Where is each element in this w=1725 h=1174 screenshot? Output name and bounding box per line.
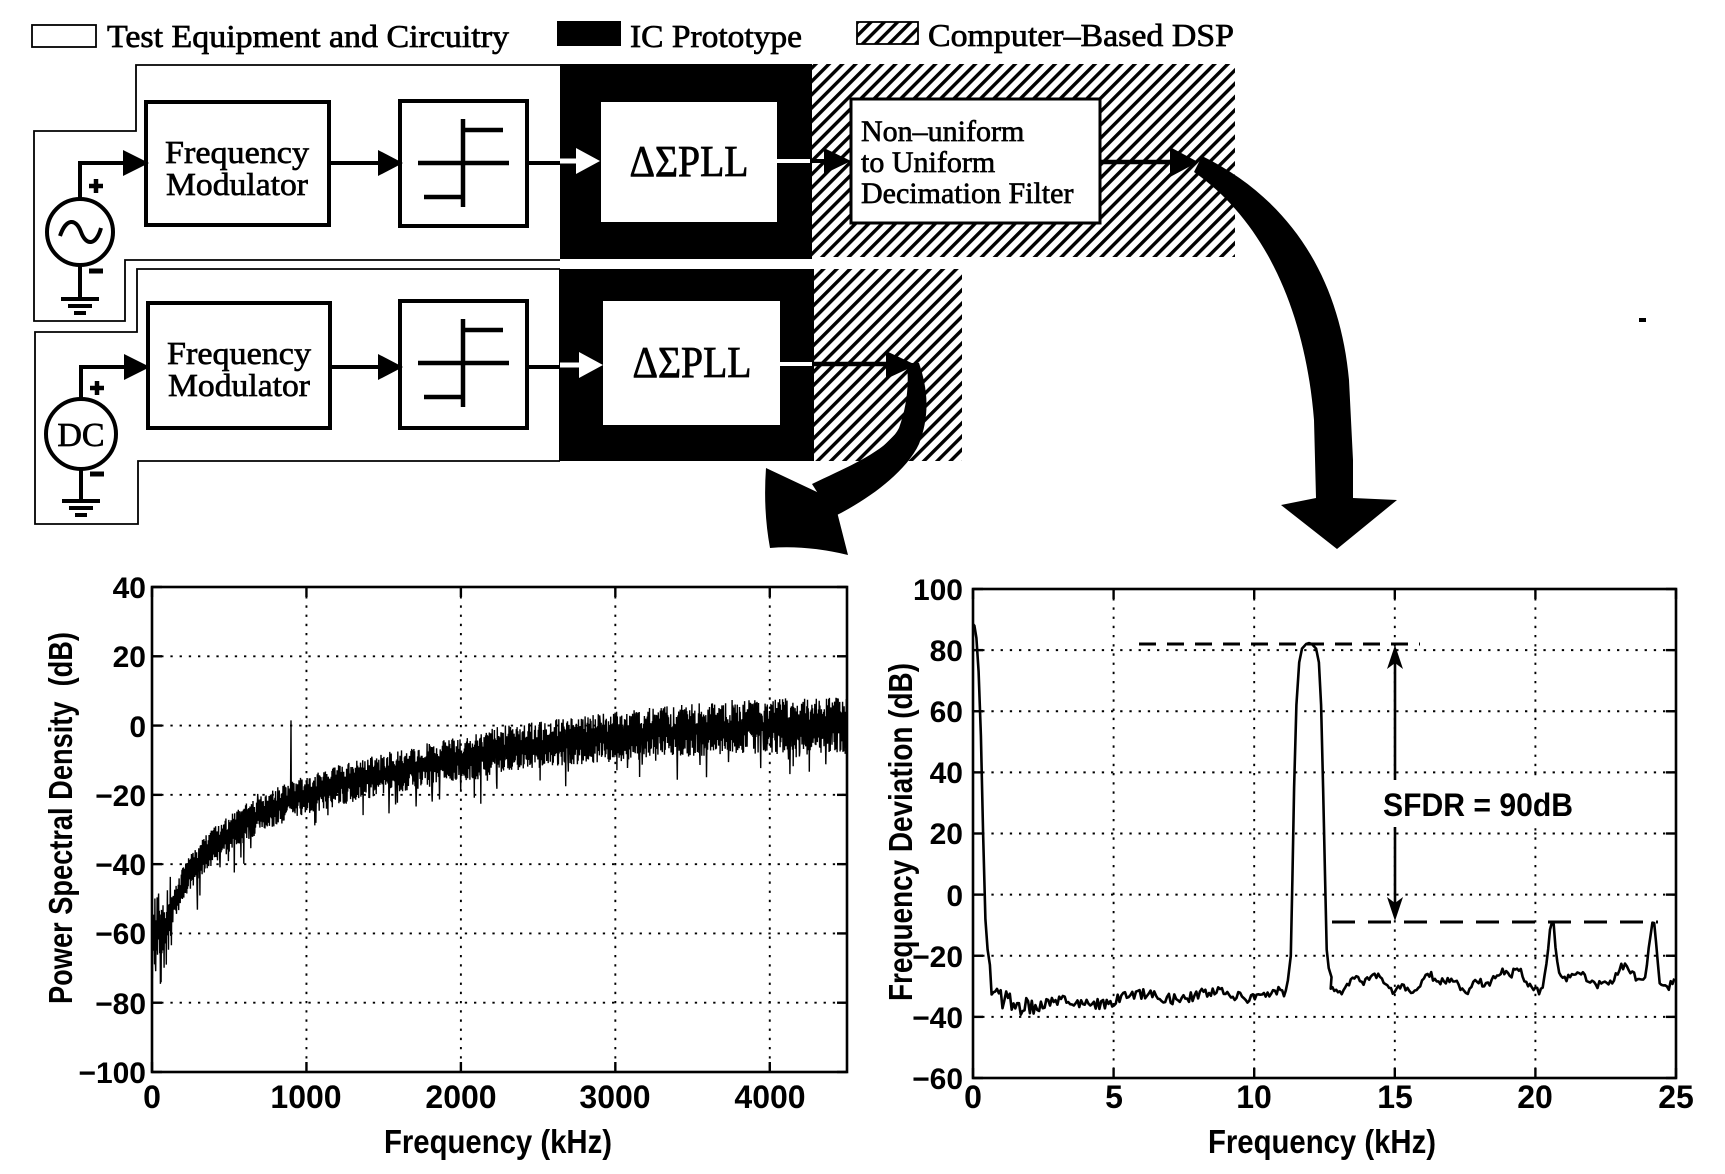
svg-text:DC: DC xyxy=(57,417,104,454)
svg-text:40: 40 xyxy=(113,572,146,605)
svg-text:−20: −20 xyxy=(912,941,963,974)
svg-text:100: 100 xyxy=(913,574,963,607)
svg-text:Modulator: Modulator xyxy=(168,367,310,403)
svg-text:Frequency: Frequency xyxy=(165,134,309,170)
svg-text:−40: −40 xyxy=(912,1002,963,1035)
svg-text:Frequency Deviation (dB): Frequency Deviation (dB) xyxy=(882,663,919,1001)
svg-text:Power Spectral Density (dB): Power Spectral Density (dB) xyxy=(42,632,79,1004)
svg-text:ΔΣPLL: ΔΣPLL xyxy=(633,338,752,387)
svg-text:0: 0 xyxy=(964,1079,982,1115)
svg-text:2000: 2000 xyxy=(425,1079,496,1115)
svg-text:−60: −60 xyxy=(912,1063,963,1096)
svg-text:IC Prototype: IC Prototype xyxy=(630,18,802,54)
svg-text:20: 20 xyxy=(113,641,146,674)
svg-text:−40: −40 xyxy=(95,849,146,882)
svg-text:80: 80 xyxy=(930,635,963,668)
svg-text:1000: 1000 xyxy=(270,1079,341,1115)
svg-text:−20: −20 xyxy=(95,780,146,813)
svg-text:to Uniform: to Uniform xyxy=(861,146,995,179)
svg-text:60: 60 xyxy=(930,696,963,729)
svg-text:Frequency (kHz): Frequency (kHz) xyxy=(384,1123,612,1160)
svg-text:Decimation Filter: Decimation Filter xyxy=(861,177,1073,210)
svg-text:Non–uniform: Non–uniform xyxy=(861,115,1024,148)
svg-text:0: 0 xyxy=(129,711,146,744)
svg-text:20: 20 xyxy=(930,818,963,851)
svg-text:Modulator: Modulator xyxy=(166,166,308,202)
svg-text:Computer–Based DSP: Computer–Based DSP xyxy=(928,17,1234,53)
svg-text:25: 25 xyxy=(1658,1079,1694,1115)
svg-text:SFDR = 90dB: SFDR = 90dB xyxy=(1383,787,1573,823)
svg-text:−60: −60 xyxy=(95,918,146,951)
svg-text:0: 0 xyxy=(946,880,963,913)
svg-text:Frequency (kHz): Frequency (kHz) xyxy=(1208,1123,1436,1160)
svg-text:0: 0 xyxy=(143,1079,161,1115)
svg-text:Frequency: Frequency xyxy=(167,335,311,371)
svg-text:20: 20 xyxy=(1517,1079,1553,1115)
svg-text:−100: −100 xyxy=(78,1057,146,1090)
svg-text:3000: 3000 xyxy=(579,1079,650,1115)
svg-text:15: 15 xyxy=(1377,1079,1413,1115)
svg-text:Test Equipment and Circuitry: Test Equipment and Circuitry xyxy=(107,18,509,54)
svg-text:4000: 4000 xyxy=(734,1079,805,1115)
svg-text:ΔΣPLL: ΔΣPLL xyxy=(630,137,749,186)
svg-text:40: 40 xyxy=(930,757,963,790)
svg-text:5: 5 xyxy=(1105,1079,1123,1115)
svg-text:10: 10 xyxy=(1236,1079,1272,1115)
svg-text:−80: −80 xyxy=(95,988,146,1021)
